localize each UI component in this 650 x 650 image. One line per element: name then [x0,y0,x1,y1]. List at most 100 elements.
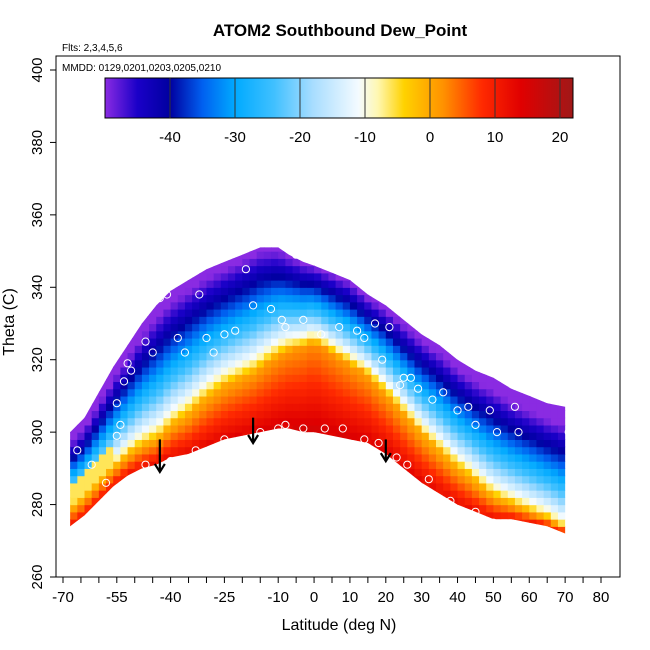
field-cell [557,417,566,426]
field-cell [385,323,394,332]
field-cell [450,468,459,477]
field-cell [436,352,444,361]
field-cell [479,417,487,426]
field-cell [227,287,236,296]
field-cell [213,366,222,375]
field-cell [371,424,380,433]
field-cell [278,388,286,397]
field-cell [249,352,258,361]
field-cell [98,482,107,491]
field-cell [163,323,172,332]
field-cell [242,374,251,383]
field-cell [199,294,208,303]
observation-point [385,323,394,332]
field-cell [163,330,172,339]
field-cell [141,432,150,440]
field-cell [134,410,143,419]
field-cell [141,323,150,332]
field-cell [407,439,416,448]
field-cell [522,511,530,520]
field-cell [529,497,538,506]
field-cell [106,381,114,390]
field-cell [357,410,365,419]
field-cell [278,251,286,259]
field-cell [227,309,236,317]
field-cell [271,366,279,375]
field-cell [479,403,487,412]
colorbar-tick-label: -30 [224,129,246,146]
field-cell [292,388,301,397]
field-cell [227,359,236,368]
field-cell [335,359,344,368]
field-cell [414,475,423,484]
field-cell [278,403,286,412]
field-cell [550,410,559,419]
field-cell [235,432,243,440]
field-cell [206,395,215,404]
field-cell [141,417,150,426]
downward-arrow [379,439,392,464]
field-cell [271,251,279,259]
field-cell [414,424,423,433]
field-cell [177,439,186,448]
field-cell [407,323,416,332]
field-cell [177,446,186,455]
field-cell [550,461,559,469]
observation-point [281,323,290,332]
field-cell [235,381,243,390]
field-cell [278,345,286,354]
field-cell [400,417,408,426]
field-cell [242,388,251,397]
field-cell [357,395,365,404]
field-cell [550,504,559,513]
field-cell [314,294,322,303]
field-cell [106,482,114,491]
field-cell [127,453,136,462]
field-cell [299,337,308,346]
field-cell [127,446,136,455]
field-cell [464,432,473,440]
field-cell [120,439,129,448]
field-cell [256,337,265,346]
observation-point [209,348,218,357]
field-cell [493,497,502,506]
field-cell [220,388,229,397]
field-cell [141,395,150,404]
field-cell [77,439,86,448]
observation-point [492,428,502,437]
field-cell [314,359,322,368]
field-cell [385,388,394,397]
field-cell [543,432,552,440]
field-cell [278,359,286,368]
field-cell [335,374,344,383]
field-cell [529,446,538,455]
field-cell [220,258,229,267]
field-cell [249,395,258,404]
field-cell [256,352,265,361]
field-cell [479,497,487,506]
field-cell [192,446,200,455]
field-cell [263,359,272,368]
field-cell [550,497,559,506]
field-cell [149,417,157,426]
field-cell [242,309,251,317]
field-cell [457,468,466,477]
field-cell [335,395,344,404]
field-cell [199,337,208,346]
field-cell [342,294,351,303]
field-cell [113,388,121,397]
field-cell [242,294,251,303]
field-cell [141,330,150,339]
field-cell [235,316,243,325]
field-cell [120,403,129,412]
field-cell [450,432,459,440]
field-cell [443,352,451,361]
field-cell [184,395,193,404]
field-cell [256,345,265,354]
field-cell [421,337,430,346]
field-cell [428,395,437,404]
field-cell [471,446,480,455]
field-cell [98,432,107,440]
field-cell [450,439,459,448]
field-cell [156,316,165,325]
